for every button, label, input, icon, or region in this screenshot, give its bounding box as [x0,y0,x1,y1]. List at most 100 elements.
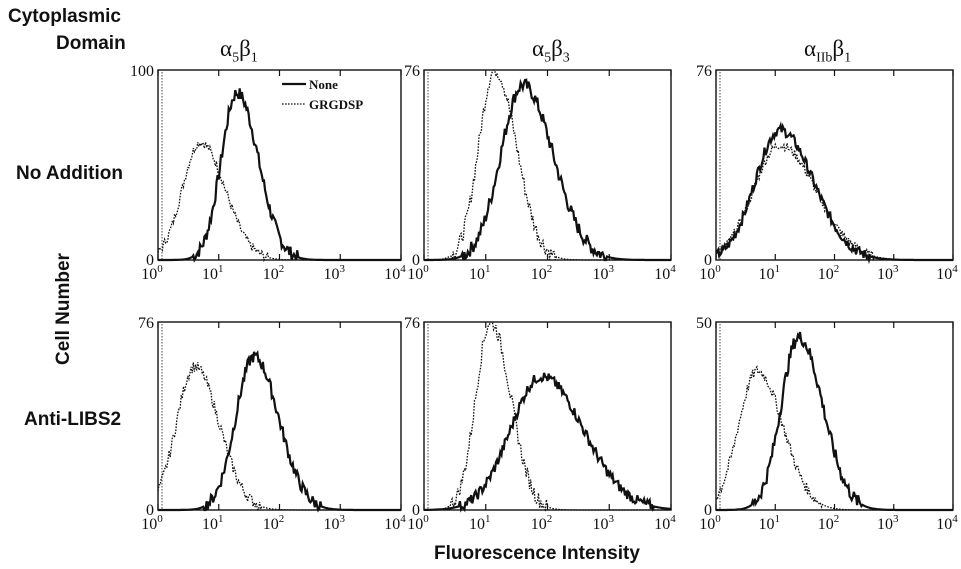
x-tick-label: 104 [936,513,958,533]
x-tick-exponent: 1 [218,513,224,525]
x-tick-label: 103 [324,513,346,533]
x-tick-exponent: 0 [715,513,721,525]
y-zero-label: 0 [412,252,420,269]
y-zero-label: 0 [704,502,712,519]
x-tick-exponent: 2 [279,513,285,525]
y-max-label: 50 [696,315,712,332]
x-tick-label: 101 [759,513,781,533]
x-tick-label: 102 [531,263,553,283]
x-tick-label: 100 [141,263,163,283]
x-tick-exponent: 2 [834,263,840,275]
x-tick-exponent: 3 [893,263,899,275]
x-tick-label: 104 [384,513,406,533]
x-tick-label: 100 [699,513,721,533]
x-tick-label: 101 [469,263,491,283]
x-tick-label: 102 [531,513,553,533]
x-tick-exponent: 2 [834,513,840,525]
col-title-a5b1: α5β1 [220,36,258,66]
x-tick-exponent: 0 [715,263,721,275]
x-tick-label: 100 [699,263,721,283]
x-tick-exponent: 1 [485,513,491,525]
x-tick-label: 100 [407,263,429,283]
x-tick-exponent: 1 [485,263,491,275]
x-tick-label: 103 [593,263,615,283]
x-tick-exponent: 3 [340,513,346,525]
row-label-no-addition: No Addition [16,163,123,184]
header-domain: Domain [56,33,126,54]
x-tick-label: 101 [202,263,224,283]
x-tick-label: 104 [384,263,406,283]
series-grgdsp [715,365,953,511]
x-tick-exponent: 3 [893,513,899,525]
x-tick-exponent: 0 [157,263,163,275]
x-tick-label: 104 [654,513,676,533]
x-tick-exponent: 2 [279,263,285,275]
x-tick-exponent: 0 [423,263,429,275]
x-tick-label: 100 [141,513,163,533]
y-max-label: 100 [130,63,154,80]
x-tick-exponent: 0 [423,513,429,525]
x-tick-exponent: 4 [952,263,958,275]
y-zero-label: 0 [412,502,420,519]
series-grgdsp [157,362,401,512]
y-max-label: 76 [138,315,154,332]
series-none [158,88,401,263]
x-tick-label: 104 [654,263,676,283]
x-tick-exponent: 3 [609,513,615,525]
panel-frame [715,69,954,261]
panel-frame [715,321,954,511]
x-tick-exponent: 4 [670,263,676,275]
series-none [158,350,401,513]
x-tick-exponent: 2 [547,513,553,525]
x-tick-exponent: 3 [340,263,346,275]
x-tick-exponent: 4 [670,513,676,525]
x-tick-label: 102 [263,263,285,283]
series-grgdsp [424,321,671,512]
x-tick-exponent: 2 [547,263,553,275]
series-grgdsp [157,141,401,263]
x-tick-label: 101 [759,263,781,283]
row-label-anti-libs2: Anti-LIBS2 [24,409,122,430]
x-tick-label: 104 [936,263,958,283]
legend: None GRGDSP [282,77,363,112]
x-tick-label: 101 [469,513,491,533]
series-grgdsp [424,69,671,261]
x-tick-exponent: 1 [775,513,781,525]
y-max-label: 76 [696,63,712,80]
x-tick-label: 100 [407,513,429,533]
x-tick-exponent: 0 [157,513,163,525]
x-tick-exponent: 4 [952,513,958,525]
series-grgdsp [715,142,953,262]
x-tick-exponent: 1 [218,263,224,275]
x-tick-exponent: 1 [775,263,781,275]
x-axis-label: Fluorescence Intensity [434,543,640,564]
x-tick-label: 103 [324,263,346,283]
x-tick-label: 101 [202,513,224,533]
legend-label-grgdsp: GRGDSP [309,97,363,112]
panel-frame [423,69,672,261]
legend-label-none: None [309,77,338,92]
x-tick-label: 102 [263,513,285,533]
x-tick-label: 102 [818,263,840,283]
header-cytoplasmic: Cytoplasmic [8,6,121,27]
y-zero-label: 0 [704,252,712,269]
y-max-label: 76 [404,63,420,80]
x-tick-label: 103 [593,513,615,533]
y-zero-label: 0 [146,502,154,519]
x-tick-label: 103 [877,263,899,283]
y-zero-label: 0 [146,252,154,269]
x-tick-label: 102 [818,513,840,533]
x-tick-exponent: 4 [400,513,406,525]
x-tick-exponent: 3 [609,263,615,275]
col-title-aIIbb1: αIIbβ1 [804,36,852,66]
series-none [716,331,953,512]
x-tick-exponent: 4 [400,263,406,275]
series-none [424,372,672,513]
col-title-a5b3: α5β3 [532,36,570,66]
